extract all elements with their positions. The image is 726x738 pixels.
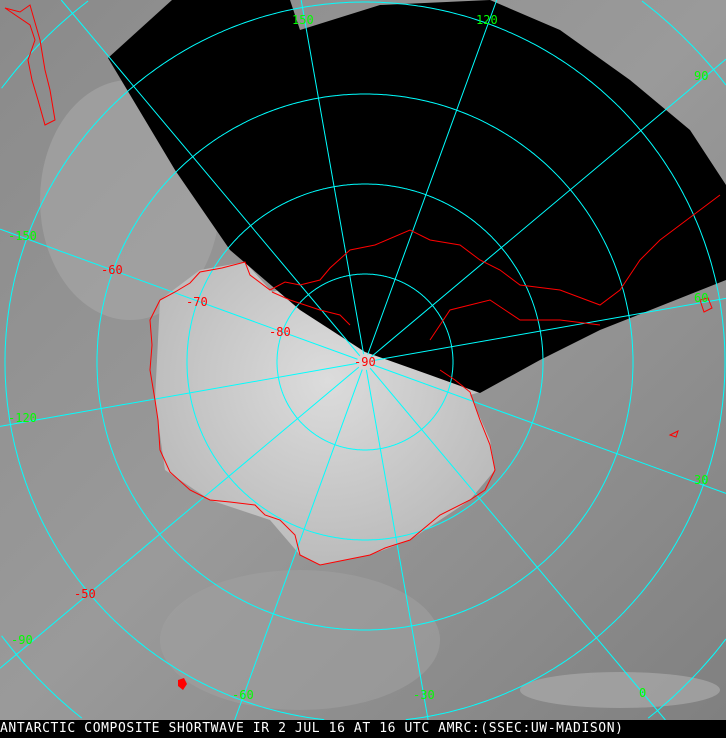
longitude-label: 30 [694,473,708,487]
latitude-circle [1,635,83,719]
meridian-line [365,369,429,720]
cloud-region [520,672,720,708]
longitude-label: 90 [694,69,708,83]
island [668,430,679,438]
meridian-line [367,0,498,355]
latitude-circle [186,183,544,541]
latitude-label: -50 [74,587,96,601]
latitude-circle [4,1,726,720]
meridian-line [60,0,361,357]
island [699,297,713,313]
longitude-label: -120 [8,411,37,425]
latitude-circle [276,273,454,451]
latitude-circle [405,362,726,720]
image-caption: ANTARCTIC COMPOSITE SHORTWAVE IR 2 JUL 1… [0,720,726,738]
latitude-circle [96,93,634,631]
caption-text: ANTARCTIC COMPOSITE SHORTWAVE IR 2 JUL 1… [0,721,624,736]
graticule [0,0,726,720]
longitude-label: 0 [639,686,646,700]
latitude-label: -80 [269,325,291,339]
longitude-label: -90 [11,633,33,647]
longitude-label: 150 [292,13,314,27]
meridian-line [369,367,666,720]
longitude-label: 60 [694,291,708,305]
meridian-line [372,297,726,362]
map-canvas: 150 120 90 60 30 0 -30 -60 -90 -120 -150 -50 -60 -70 -… [0,0,726,720]
latitude-label: -60 [101,263,123,277]
antarctica-coastline [149,194,721,566]
meridian-line [370,58,726,358]
latitude-circle [647,638,726,719]
meridian-line [300,0,365,355]
latitude-label: -90 [354,355,376,369]
longitude-label: -60 [232,688,254,702]
meridian-line [234,369,363,720]
meridian-line [0,362,358,427]
longitude-label: -30 [413,688,435,702]
meridian-line [0,228,358,360]
meridian-line [372,364,726,494]
latitude-label: -70 [186,295,208,309]
grid-labels: 150 120 90 60 30 0 -30 -60 -90 -120 -150 -50 -60 -70 -… [8,13,708,702]
island [178,678,187,690]
meridian-line [0,366,360,669]
cloud-region [160,570,440,710]
new-zealand-coastline [4,4,56,126]
longitude-label: 120 [476,13,498,27]
latitude-circle [1,0,89,89]
longitude-label: -150 [8,229,37,243]
